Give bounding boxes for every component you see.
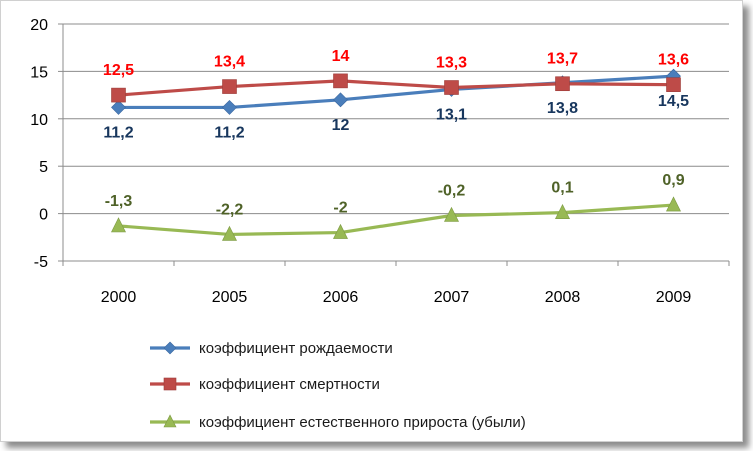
x-tick-label: 2005 [212, 289, 248, 306]
diamond-marker [111, 99, 126, 115]
legend-diamond-marker [163, 341, 177, 355]
series-layer [111, 68, 681, 241]
square-marker [222, 79, 237, 94]
legend-label: коэффициент смертности [199, 376, 380, 393]
data-label: 14,5 [658, 93, 689, 110]
data-label: 11,2 [214, 124, 244, 141]
triangle-marker [222, 225, 237, 241]
data-label: 13,7 [547, 51, 578, 68]
y-tick-label: 0 [39, 207, 48, 224]
triangle-marker [444, 206, 459, 222]
y-tick-label: 5 [39, 159, 48, 176]
data-label: -0,2 [438, 182, 466, 199]
legend-triangle-marker [163, 414, 177, 428]
square-marker [444, 80, 459, 95]
data-label: 0,1 [551, 180, 573, 197]
data-label: -2,2 [216, 201, 244, 218]
data-label: -2 [333, 200, 347, 217]
y-tick-label: -5 [34, 254, 48, 271]
y-tick-label: 10 [30, 112, 48, 129]
data-label: 0,9 [662, 172, 684, 189]
series-line-2 [118, 203, 674, 237]
data-label: 12,5 [103, 62, 134, 79]
legend-label: коэффициент естественного прироста (убыл… [199, 414, 526, 431]
square-marker [333, 73, 348, 89]
x-tick-label: 2008 [545, 289, 581, 306]
y-axis: -5 0 5 10 15 20 [30, 17, 64, 271]
legend-square-marker [163, 377, 177, 391]
legend-label: коэффициент рождаемости [199, 340, 393, 357]
data-label: 13,4 [214, 54, 245, 71]
chart-frame [0, 0, 743, 442]
triangle-marker [333, 223, 348, 239]
diamond-marker [333, 92, 348, 108]
data-labels: 11,2 11,2 12 13,1 13,8 14,5 12,5 13,4 14 13,3 13,7… [103, 48, 689, 219]
data-label: 13,6 [658, 52, 689, 69]
triangle-marker [666, 196, 681, 212]
square-marker [555, 76, 570, 92]
data-label: 13,1 [436, 106, 467, 123]
data-label: 13,3 [436, 55, 467, 72]
data-label: 13,8 [547, 100, 578, 117]
x-axis: 2000 2005 2006 2007 2008 2009 [62, 260, 730, 306]
x-tick-label: 2000 [101, 289, 137, 306]
x-tick-label: 2007 [434, 289, 470, 306]
data-label: 12 [332, 117, 350, 134]
y-tick-label: 20 [30, 17, 48, 34]
diamond-marker [222, 99, 237, 115]
data-label: 14 [332, 48, 350, 65]
data-label: -1,3 [105, 193, 133, 210]
x-tick-label: 2009 [656, 289, 692, 306]
square-marker [111, 87, 126, 103]
triangle-marker [555, 203, 570, 219]
x-tick-label: 2006 [323, 289, 359, 306]
data-label: 11,2 [103, 124, 133, 141]
series-line-1 [118, 79, 674, 97]
triangle-marker [111, 217, 126, 233]
legend: коэффициент рождаемости коэффициент смерт… [150, 340, 526, 431]
square-marker [666, 77, 681, 92]
series-line-0 [118, 74, 674, 110]
y-tick-label: 15 [30, 64, 48, 81]
